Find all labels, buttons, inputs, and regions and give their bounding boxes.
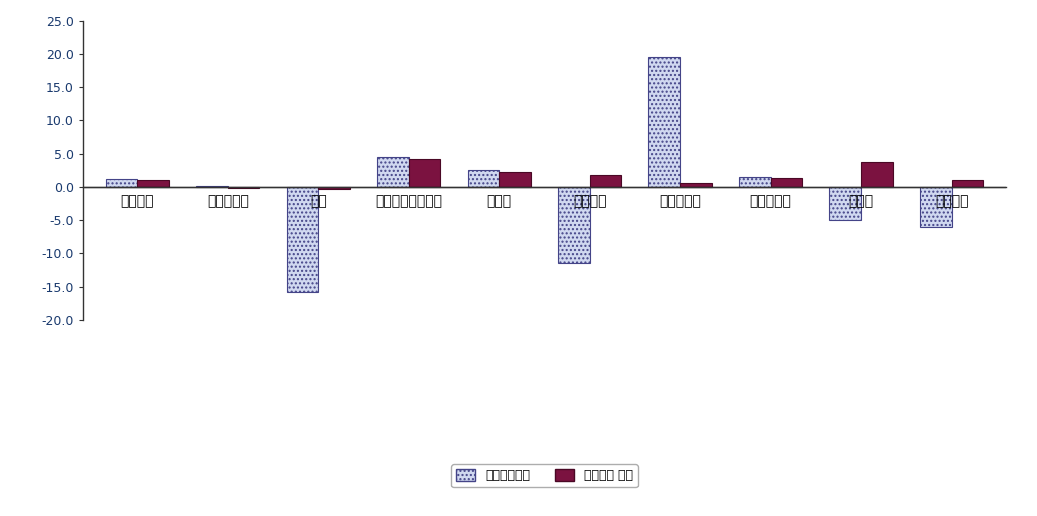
Bar <box>409 159 441 187</box>
Bar <box>196 186 228 187</box>
Bar <box>499 172 531 187</box>
Bar <box>137 180 169 187</box>
Bar <box>558 187 590 263</box>
Bar <box>106 179 137 187</box>
Bar <box>468 170 499 187</box>
Bar <box>590 175 621 187</box>
Bar <box>739 177 770 187</box>
Bar <box>228 187 259 188</box>
Bar <box>318 187 349 189</box>
Bar <box>770 178 803 187</box>
Bar <box>680 183 711 187</box>
Bar <box>377 157 409 187</box>
Bar <box>920 187 952 227</box>
Bar <box>952 180 983 187</box>
Bar <box>286 187 318 292</box>
Bar <box>861 163 893 187</box>
Legend: 임금격차변화, 고용비중 변화: 임금격차변화, 고용비중 변화 <box>451 464 638 487</box>
Bar <box>830 187 861 220</box>
Bar <box>648 57 680 187</box>
